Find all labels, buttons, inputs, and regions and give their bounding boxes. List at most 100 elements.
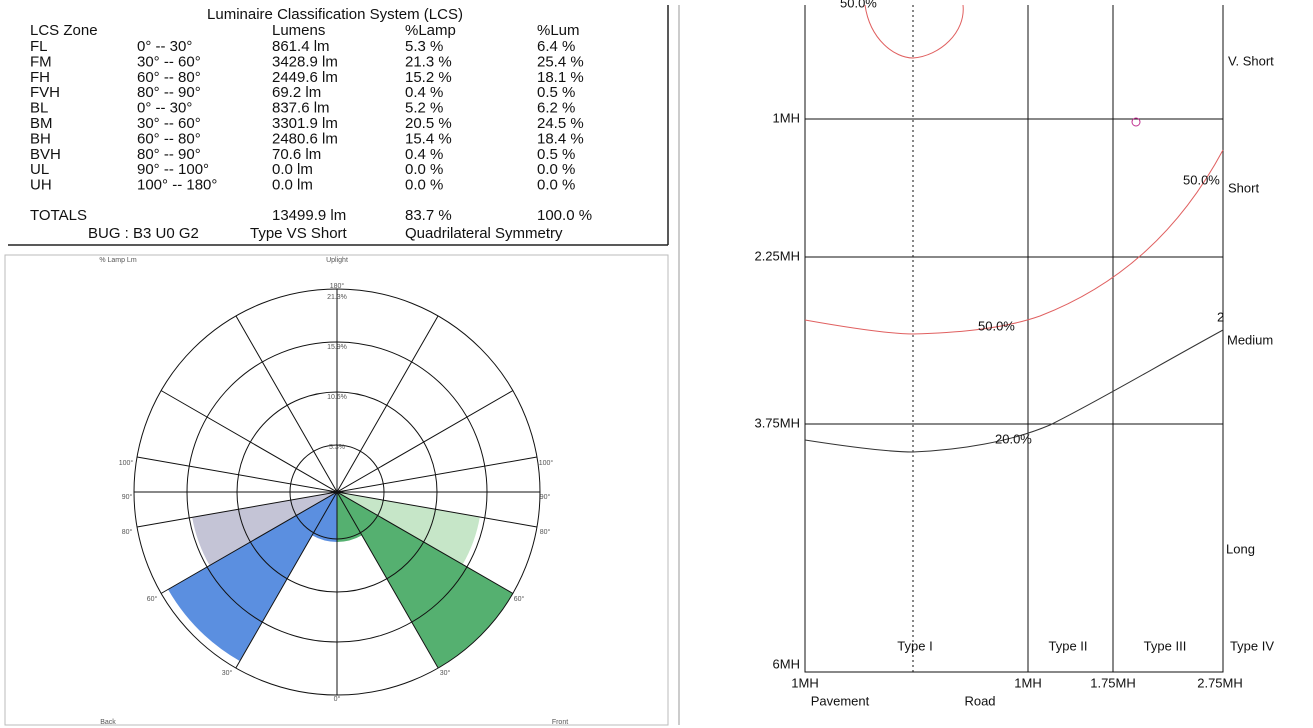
table-cell: 21.3 % — [405, 53, 452, 70]
table-cell: 0.4 % — [405, 84, 443, 101]
range-label: V. Short — [1228, 53, 1274, 68]
angle-label: 60° — [147, 595, 158, 603]
table-cell: 90° -- 100° — [137, 161, 209, 178]
range-label: Short — [1228, 180, 1259, 195]
wedge — [168, 492, 337, 661]
table-cell: FM — [30, 53, 52, 70]
type-label: Type IV — [1230, 638, 1274, 653]
x-label: 1MH — [791, 675, 818, 690]
table-cell: 0.4 % — [405, 146, 443, 163]
table-cell: 837.6 lm — [272, 100, 330, 117]
table-cell: 0.0 lm — [272, 161, 313, 178]
table-cell: 24.5 % — [537, 115, 584, 132]
angle-label: 0° — [334, 695, 341, 703]
table-cell: 60° -- 80° — [137, 130, 201, 147]
table-cell: 30° -- 60° — [137, 115, 201, 132]
table-cell: 2449.6 lm — [272, 69, 338, 86]
lcs-table: Luminaire Classification System (LCS) LC… — [8, 5, 669, 246]
type-label: Type I — [897, 638, 932, 653]
table-cell: 18.4 % — [537, 130, 584, 147]
table-cell: 861.4 lm — [272, 38, 330, 55]
table-cell: 3428.9 lm — [272, 53, 338, 70]
table-cell: 5.3 % — [405, 38, 443, 55]
angle-label: 100° — [539, 459, 554, 467]
table-cell: 15.4 % — [405, 130, 452, 147]
pavement-label: Pavement — [811, 693, 870, 708]
table-cell: 0° -- 30° — [137, 100, 192, 117]
wedge — [337, 492, 480, 565]
table-cell: BVH — [30, 146, 61, 163]
angle-label: 80° — [540, 528, 551, 536]
table-cell: BH — [30, 130, 51, 147]
angle-label: 90° — [540, 493, 551, 501]
table-cell: 0.0 lm — [272, 177, 313, 194]
header: Lumens — [272, 22, 325, 39]
curve-label: 50.0% — [1183, 172, 1220, 187]
table-cell: FVH — [30, 84, 60, 101]
front-label: Front — [552, 719, 568, 726]
x-label: 2.75MH — [1197, 675, 1243, 690]
road-chart: 50.0% 1MH 2.25MH 3.75MH 6MH 1MH 1MH 1.75… — [678, 0, 1274, 725]
x-label: 1.75MH — [1090, 675, 1136, 690]
table-cell: UL — [30, 161, 49, 178]
y-label: 1MH — [773, 110, 800, 125]
table-cell: 70.6 lm — [272, 146, 321, 163]
x-label: 1MH — [1014, 675, 1041, 690]
table-cell: 100° -- 180° — [137, 177, 217, 194]
angle-label: 180° — [330, 282, 345, 290]
curve-label: 50.0% — [978, 318, 1015, 333]
table-cell: 2480.6 lm — [272, 130, 338, 147]
totals-lamp: 83.7 % — [405, 207, 452, 224]
grid — [804, 5, 1224, 673]
wedge — [337, 492, 362, 542]
angle-label: 60° — [514, 595, 525, 603]
table-cell: 80° -- 90° — [137, 84, 201, 101]
isoline — [804, 149, 1224, 335]
isoline — [864, 4, 964, 59]
table-cell: FH — [30, 69, 50, 86]
wedge — [192, 492, 337, 566]
y-label: 2.25MH — [754, 248, 800, 263]
table-cell: 0.5 % — [537, 146, 575, 163]
range-label: Long — [1226, 541, 1255, 556]
totals-lumens: 13499.9 lm — [272, 207, 346, 224]
angle-label: 80° — [122, 528, 133, 536]
table-cell: 0.0 % — [537, 177, 575, 194]
road-label: Road — [964, 693, 995, 708]
ring-label: 15.9% — [327, 344, 347, 351]
table-cell: 25.4 % — [537, 53, 584, 70]
table-cell: FL — [30, 38, 48, 55]
header: LCS Zone — [30, 22, 98, 39]
ring-label: 10.6% — [327, 394, 347, 401]
header: %Lum — [537, 22, 580, 39]
top-label: Uplight — [326, 257, 348, 264]
table-cell: 6.4 % — [537, 38, 575, 55]
curve-label: 20.0% — [995, 431, 1032, 446]
table-cell: 15.2 % — [405, 69, 452, 86]
table-cell: 20.5 % — [405, 115, 452, 132]
table-cell: 69.2 lm — [272, 84, 321, 101]
curve-label: 50.0% — [840, 0, 877, 10]
angle-label: 30° — [440, 669, 451, 677]
type: Type VS Short — [250, 225, 348, 242]
polar-plot: % Lamp Lm Uplight 180° 21.3% 15.9% 10.6%… — [4, 254, 669, 726]
table-cell: UH — [30, 177, 52, 194]
table-cell: 30° -- 60° — [137, 53, 201, 70]
wedge — [337, 492, 513, 668]
max-point — [1131, 117, 1141, 127]
y-label: 6MH — [773, 656, 800, 671]
table-cell: 0.0 % — [537, 161, 575, 178]
symmetry: Quadrilateral Symmetry — [405, 225, 563, 242]
spokes — [134, 289, 540, 695]
curve-label: 2 — [1217, 309, 1224, 324]
polar-frame — [4, 254, 669, 726]
angle-label: 90° — [122, 493, 133, 501]
angle-label: 100° — [119, 459, 134, 467]
table-title: Luminaire Classification System (LCS) — [207, 6, 463, 23]
table-cell: 0.0 % — [405, 177, 443, 194]
table-cell: BL — [30, 100, 48, 117]
isoline — [804, 329, 1224, 453]
totals-lum: 100.0 % — [537, 207, 592, 224]
range-label: Medium — [1227, 332, 1273, 347]
